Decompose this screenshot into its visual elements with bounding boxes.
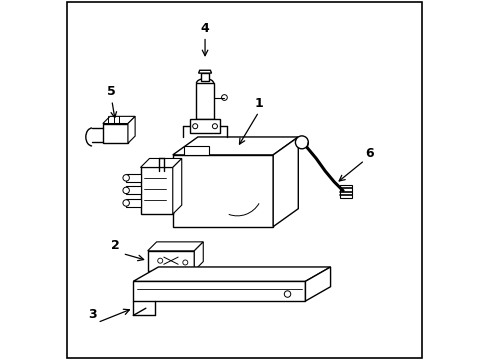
Text: 6: 6	[365, 147, 373, 160]
Polygon shape	[305, 267, 330, 301]
Polygon shape	[126, 199, 140, 207]
Polygon shape	[102, 123, 128, 143]
Circle shape	[192, 124, 197, 129]
Circle shape	[183, 260, 187, 265]
Polygon shape	[147, 251, 194, 271]
Polygon shape	[339, 185, 351, 198]
Polygon shape	[133, 267, 330, 281]
Circle shape	[212, 124, 217, 129]
Polygon shape	[172, 155, 273, 226]
Text: 4: 4	[200, 22, 209, 35]
Circle shape	[122, 187, 129, 194]
Circle shape	[158, 258, 163, 263]
Polygon shape	[128, 116, 135, 143]
Polygon shape	[126, 186, 140, 194]
Polygon shape	[126, 174, 140, 182]
Polygon shape	[273, 137, 298, 226]
Circle shape	[122, 175, 129, 181]
Polygon shape	[196, 83, 213, 119]
Polygon shape	[172, 158, 182, 214]
Text: 1: 1	[254, 97, 263, 110]
Circle shape	[122, 200, 129, 206]
Text: 2: 2	[111, 239, 120, 252]
Polygon shape	[183, 146, 208, 155]
Circle shape	[221, 95, 227, 100]
Polygon shape	[198, 70, 211, 73]
Polygon shape	[189, 119, 220, 134]
Text: 3: 3	[88, 308, 96, 321]
Polygon shape	[201, 73, 209, 81]
Polygon shape	[140, 158, 182, 167]
Polygon shape	[194, 242, 203, 271]
Circle shape	[295, 136, 308, 149]
Polygon shape	[172, 137, 298, 155]
Circle shape	[284, 291, 290, 297]
Polygon shape	[133, 281, 305, 301]
Text: 5: 5	[107, 85, 116, 98]
Polygon shape	[140, 167, 172, 214]
Polygon shape	[147, 242, 203, 251]
Polygon shape	[102, 116, 135, 123]
